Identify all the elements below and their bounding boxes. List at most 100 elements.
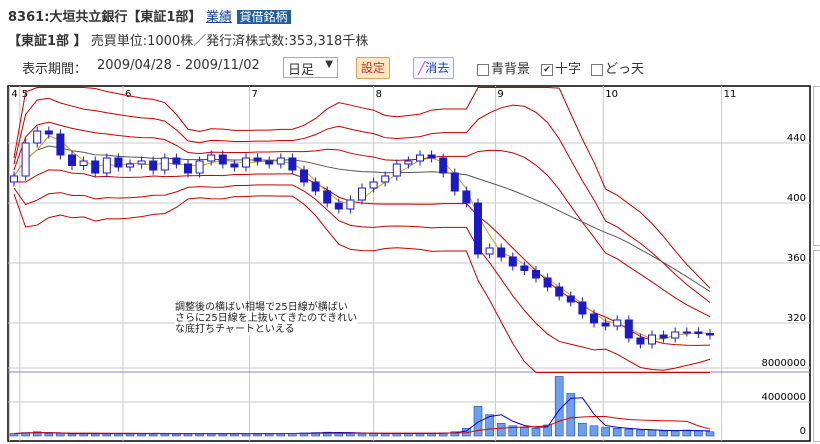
candle (369, 181, 378, 189)
side-panel-upper (813, 86, 820, 246)
candle (265, 160, 274, 165)
price-tick-label: 360 (787, 253, 806, 264)
volume-bar (32, 431, 42, 437)
volume-bar (102, 433, 112, 437)
option-crosshair[interactable]: ✔ 十字 (541, 58, 581, 77)
candle (149, 160, 158, 171)
volume-bar (357, 433, 367, 437)
volume-bar (520, 427, 529, 437)
candle (404, 160, 413, 165)
candle (624, 319, 633, 339)
margin-badge: 貸借銘柄 (236, 10, 291, 24)
month-tick-label: 8 (376, 89, 382, 100)
period-value: 2009/04/28 - 2009/11/02 (97, 58, 260, 73)
price-tick-label: 400 (787, 193, 806, 204)
period-label: 表示期間： (22, 62, 88, 77)
volume-bar (612, 428, 622, 437)
month-tick-label: 7 (251, 89, 257, 100)
long-moving-average (13, 145, 711, 292)
candle (543, 277, 552, 288)
candle (346, 199, 355, 210)
volume-bar (56, 433, 65, 437)
candle (102, 157, 111, 174)
volume-bar (659, 430, 668, 437)
month-tick-label: 6 (125, 89, 131, 100)
pen-icon: ╱ (418, 61, 426, 75)
volume-bar (218, 433, 228, 437)
checkbox[interactable] (591, 63, 603, 76)
chevron-down-icon: ▼ (325, 59, 333, 70)
candle (450, 172, 459, 192)
candle (578, 301, 587, 315)
volume-tick-label: 8000000 (761, 358, 806, 369)
candle (706, 333, 714, 336)
candle (671, 331, 680, 339)
candle (613, 319, 622, 327)
candle (566, 295, 575, 303)
candle (381, 175, 390, 183)
volume-bar (554, 376, 564, 437)
month-tick-label: 11 (724, 89, 737, 100)
month-tick-label: 9 (497, 89, 503, 100)
candle (207, 154, 216, 162)
volume-tick-label: 4000000 (761, 392, 806, 403)
candle (520, 265, 529, 271)
stock-title: 8361:大垣共立銀行【東証1部】 業績 貸借銘柄 (8, 6, 291, 25)
set-button[interactable]: 設定 (356, 57, 391, 79)
candle (10, 175, 18, 183)
volume-bar (44, 433, 54, 437)
volume-bar (67, 433, 77, 437)
candle (276, 157, 285, 165)
candle (358, 187, 366, 201)
candle (439, 157, 448, 174)
candle (497, 247, 506, 258)
candle (242, 157, 250, 168)
checkbox-checked[interactable]: ✔ (541, 63, 553, 76)
candle (462, 190, 471, 204)
candle (334, 202, 343, 210)
candle (253, 157, 262, 162)
volume-bar (589, 425, 599, 437)
erase-button[interactable]: ╱消去 (413, 57, 455, 79)
candle (532, 270, 540, 279)
option-dotten[interactable]: どっ天 (591, 58, 644, 77)
volume-bar (682, 429, 692, 437)
volume-bar (473, 405, 483, 437)
candle (288, 157, 297, 171)
candle (474, 202, 482, 255)
candle (682, 331, 691, 334)
volume-bar (496, 422, 506, 437)
volume-bar (705, 431, 715, 437)
interval-select[interactable]: 日足 ▼ (283, 57, 338, 78)
side-panel-lower (813, 250, 820, 442)
candle (636, 337, 645, 345)
candle (172, 157, 181, 165)
candle (33, 130, 42, 144)
candle (392, 163, 401, 177)
candle (311, 181, 320, 192)
bollinger-band (13, 193, 710, 373)
candle (218, 154, 227, 165)
candle (416, 154, 424, 162)
stock-info: 【東証1部 】 売買単位:1000株／発行済株式数:353,318千株 (8, 34, 369, 49)
candle (230, 163, 239, 168)
candle (694, 331, 703, 334)
bollinger-band (13, 87, 711, 289)
month-tick-label: 4 (11, 89, 17, 100)
volume-bar (670, 430, 680, 437)
candle (508, 256, 517, 267)
option-blue-bg[interactable]: 青背景 (477, 58, 530, 77)
results-link[interactable]: 業績 (205, 10, 232, 25)
candle (114, 157, 123, 168)
volume-bar (450, 431, 460, 437)
volume-bar (543, 424, 552, 437)
volume-bar (647, 429, 657, 437)
price-tick-label: 320 (787, 313, 806, 324)
volume-bar (253, 433, 262, 437)
candle (601, 322, 610, 327)
candle (555, 286, 564, 297)
checkbox[interactable] (477, 63, 489, 76)
volume-long-average (13, 415, 711, 435)
volume-bar (508, 425, 518, 437)
